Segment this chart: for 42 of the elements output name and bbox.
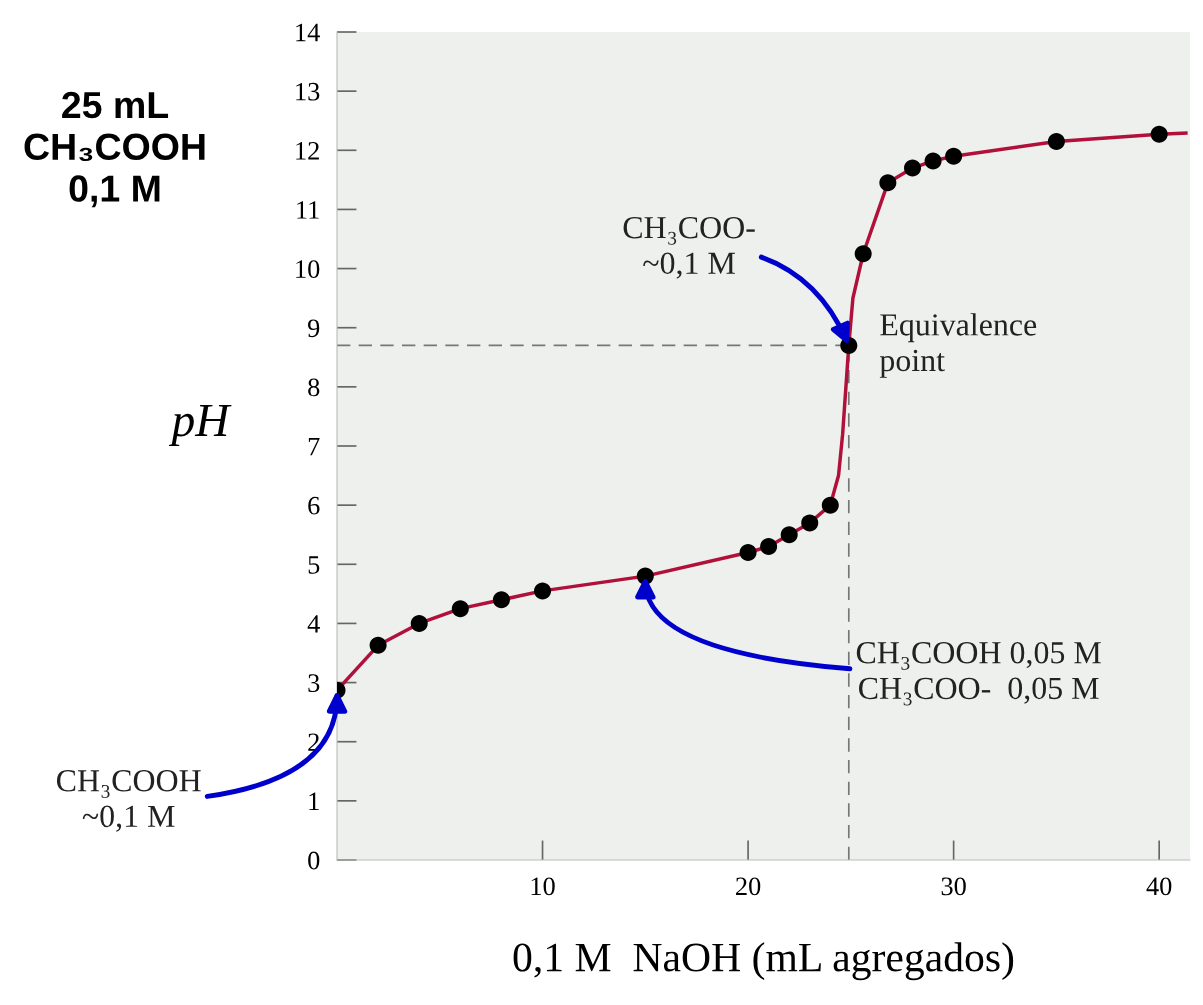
point: [739, 543, 757, 561]
point: [451, 600, 469, 618]
point: [854, 245, 872, 263]
x-tick-label: 30: [941, 877, 966, 896]
y-tick-label: 10: [296, 260, 320, 278]
point: [801, 514, 819, 532]
annotation: CH₃COOH 0,05 M CH₃COO- 0,05 M: [856, 641, 1101, 706]
point: [369, 636, 387, 654]
annotation: Equivalence point: [879, 313, 1037, 378]
y-tick-label: 3: [308, 674, 320, 692]
y-tick-label: 7: [308, 437, 320, 456]
y-tick-label: 4: [307, 615, 320, 633]
point: [1150, 125, 1168, 143]
x-tick-label: 40: [1146, 877, 1172, 896]
point: [492, 591, 510, 609]
y-tick-label: 13: [296, 82, 320, 101]
point: [534, 582, 552, 600]
text: 25 mL CH₃COOH 0,1 M: [24, 91, 205, 208]
y-tick-label: 0: [308, 851, 320, 870]
annotation: CH₃COOH ~0,1 M: [56, 770, 201, 832]
point: [945, 147, 963, 165]
point: [904, 159, 922, 177]
y-tick-label: 5: [308, 556, 320, 574]
y-tick-label: 14: [296, 23, 320, 42]
point: [1047, 132, 1065, 150]
point: [821, 496, 839, 514]
x-axis-title: 0,1 M NaOH (mL agregados): [513, 942, 1014, 981]
y-axis-title: pH: [168, 405, 232, 446]
x-tick-label: 20: [736, 877, 761, 896]
point: [879, 174, 897, 192]
point: [924, 152, 942, 170]
annotation: CH₃COO- ~0,1 M: [623, 216, 755, 279]
point: [760, 538, 778, 556]
point: [780, 526, 798, 544]
y-tick-label: 9: [307, 319, 320, 338]
y-tick-label: 11: [297, 201, 319, 219]
y-tick-label: 1: [309, 792, 319, 811]
x-tick-label: 10: [531, 877, 555, 896]
y-tick-label: 8: [308, 378, 320, 397]
y-tick-label: 6: [308, 496, 320, 515]
y-tick-label: 12: [296, 141, 319, 160]
point: [410, 614, 428, 632]
